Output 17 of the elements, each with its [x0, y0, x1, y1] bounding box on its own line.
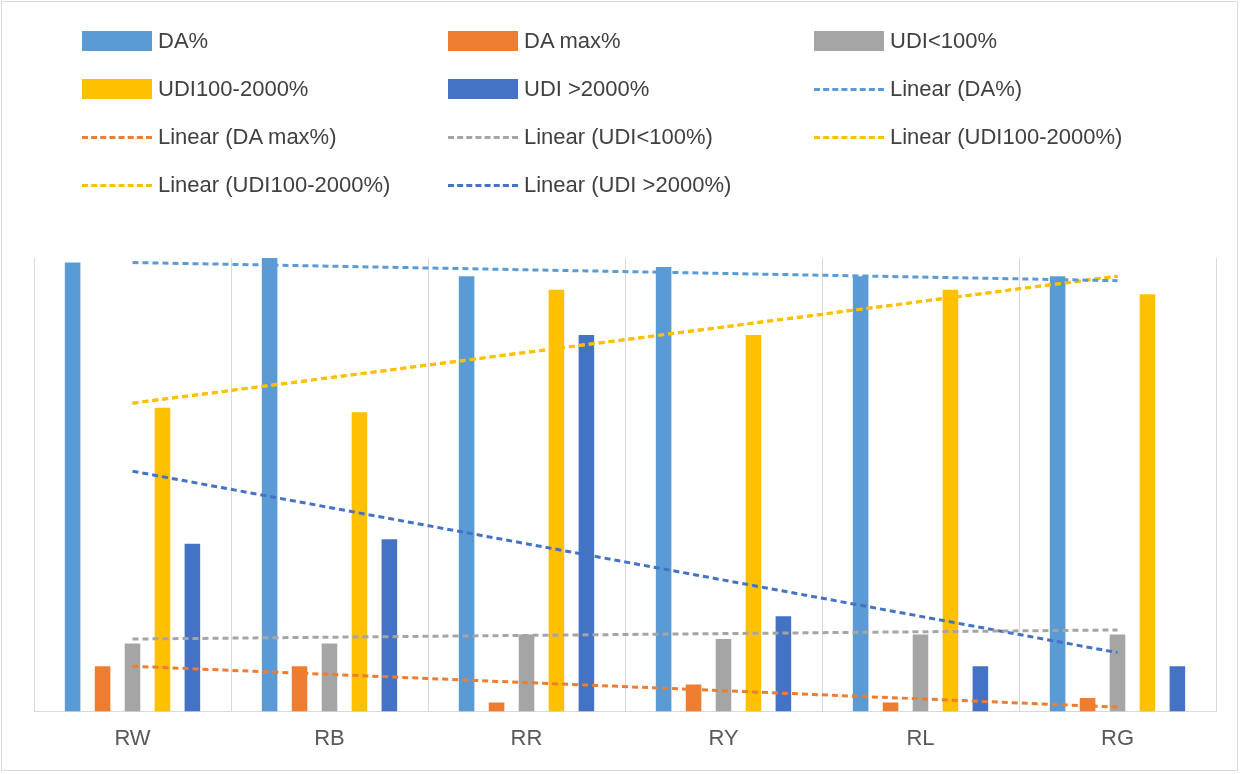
legend-label: Linear (UDI100-2000%)	[890, 124, 1123, 150]
legend-label: DA max%	[524, 28, 621, 54]
x-tick-label: RL	[906, 724, 935, 750]
x-tick-label: RB	[314, 724, 345, 750]
x-tick-label: RY	[708, 724, 739, 750]
legend-label: Linear (UDI100-2000%)	[158, 172, 391, 198]
legend-label: Linear (UDI >2000%)	[524, 172, 732, 198]
legend-label: Linear (UDI<100%)	[524, 124, 713, 150]
x-tick-label: RR	[510, 724, 543, 750]
legend-label: Linear (DA max%)	[158, 124, 337, 150]
x-tick-label: RW	[114, 724, 151, 750]
legend-label: UDI<100%	[890, 28, 998, 54]
legend-label: UDI >2000%	[524, 76, 650, 102]
legend-label: UDI100-2000%	[158, 76, 309, 102]
legend-label: DA%	[158, 28, 209, 54]
legend-label: Linear (DA%)	[890, 76, 1023, 102]
x-tick-label: RG	[1101, 724, 1134, 750]
